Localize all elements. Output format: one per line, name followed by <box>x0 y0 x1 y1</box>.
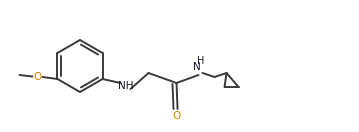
Text: O: O <box>33 72 42 82</box>
Text: O: O <box>172 111 181 121</box>
Text: N: N <box>193 62 200 72</box>
Text: NH: NH <box>118 81 133 91</box>
Text: H: H <box>197 56 204 66</box>
